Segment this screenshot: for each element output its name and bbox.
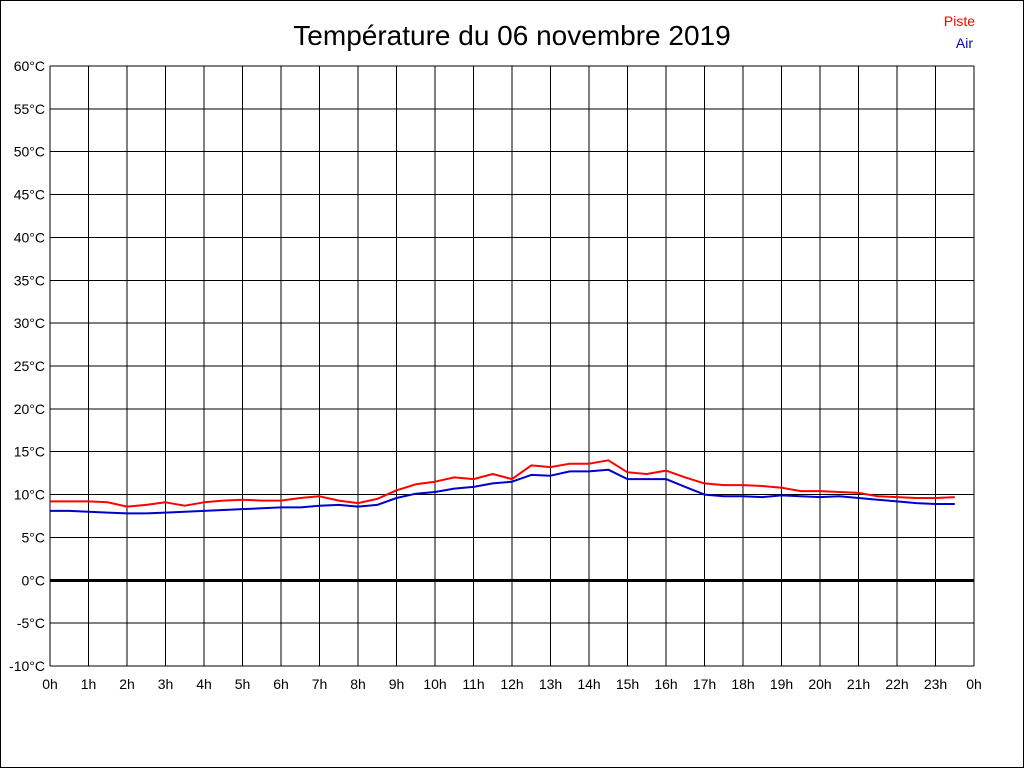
x-tick-label-16: 16h [654, 676, 677, 692]
x-tick-label-14: 14h [577, 676, 600, 692]
legend-entry-piste: Piste [944, 13, 975, 29]
y-tick-label-13: -5°C [17, 615, 45, 631]
grid-lines [49, 65, 975, 667]
y-tick-label-1: 55°C [14, 101, 45, 117]
x-tick-label-3: 3h [158, 676, 174, 692]
y-tick-label-8: 20°C [14, 401, 45, 417]
x-tick-label-4: 4h [196, 676, 212, 692]
x-axis-tick-labels: 0h 1h 2h 3h 4h 5h 6h 7h 8h 9h 10h 11h 12h 13h 14h 15h 16… [42, 676, 982, 692]
y-tick-label-11: 5°C [22, 529, 46, 545]
y-tick-label-12: 0°C [22, 572, 46, 588]
x-tick-label-23: 23h [924, 676, 947, 692]
x-tick-label-20: 20h [808, 676, 831, 692]
y-tick-label-4: 40°C [14, 229, 45, 245]
x-tick-label-24: 0h [966, 676, 982, 692]
series-line-air [50, 468, 955, 515]
x-tick-label-12: 12h [500, 676, 523, 692]
x-tick-label-5: 5h [235, 676, 251, 692]
x-tick-label-17: 17h [693, 676, 716, 692]
chart-title: Température du 06 novembre 2019 [293, 20, 730, 51]
y-tick-label-9: 15°C [14, 444, 45, 460]
y-tick-label-2: 50°C [14, 144, 45, 160]
y-tick-label-3: 45°C [14, 187, 45, 203]
x-tick-label-21: 21h [847, 676, 870, 692]
y-tick-label-7: 25°C [14, 358, 45, 374]
x-tick-label-7: 7h [312, 676, 328, 692]
y-tick-label-5: 35°C [14, 272, 45, 288]
x-tick-label-0: 0h [42, 676, 58, 692]
x-tick-label-19: 19h [770, 676, 793, 692]
x-tick-label-8: 8h [350, 676, 366, 692]
series-lines [50, 459, 955, 515]
x-tick-label-22: 22h [885, 676, 908, 692]
x-tick-label-6: 6h [273, 676, 289, 692]
legend-entry-air: Air [956, 35, 973, 51]
y-tick-label-10: 10°C [14, 487, 45, 503]
series-line-piste [50, 459, 955, 508]
y-tick-label-14: -10°C [9, 658, 45, 674]
y-tick-label-6: 30°C [14, 315, 45, 331]
x-tick-label-9: 9h [389, 676, 405, 692]
x-tick-label-15: 15h [616, 676, 639, 692]
x-tick-label-13: 13h [539, 676, 562, 692]
y-axis-tick-labels: 60°C 55°C 50°C 45°C 40°C 35°C 30°C 25°C 20°C 15°C… [9, 58, 45, 674]
x-tick-label-18: 18h [731, 676, 754, 692]
x-tick-label-10: 10h [423, 676, 446, 692]
x-tick-label-1: 1h [81, 676, 97, 692]
y-tick-label-0: 60°C [14, 58, 45, 74]
x-tick-label-2: 2h [119, 676, 135, 692]
x-tick-label-11: 11h [462, 676, 484, 692]
